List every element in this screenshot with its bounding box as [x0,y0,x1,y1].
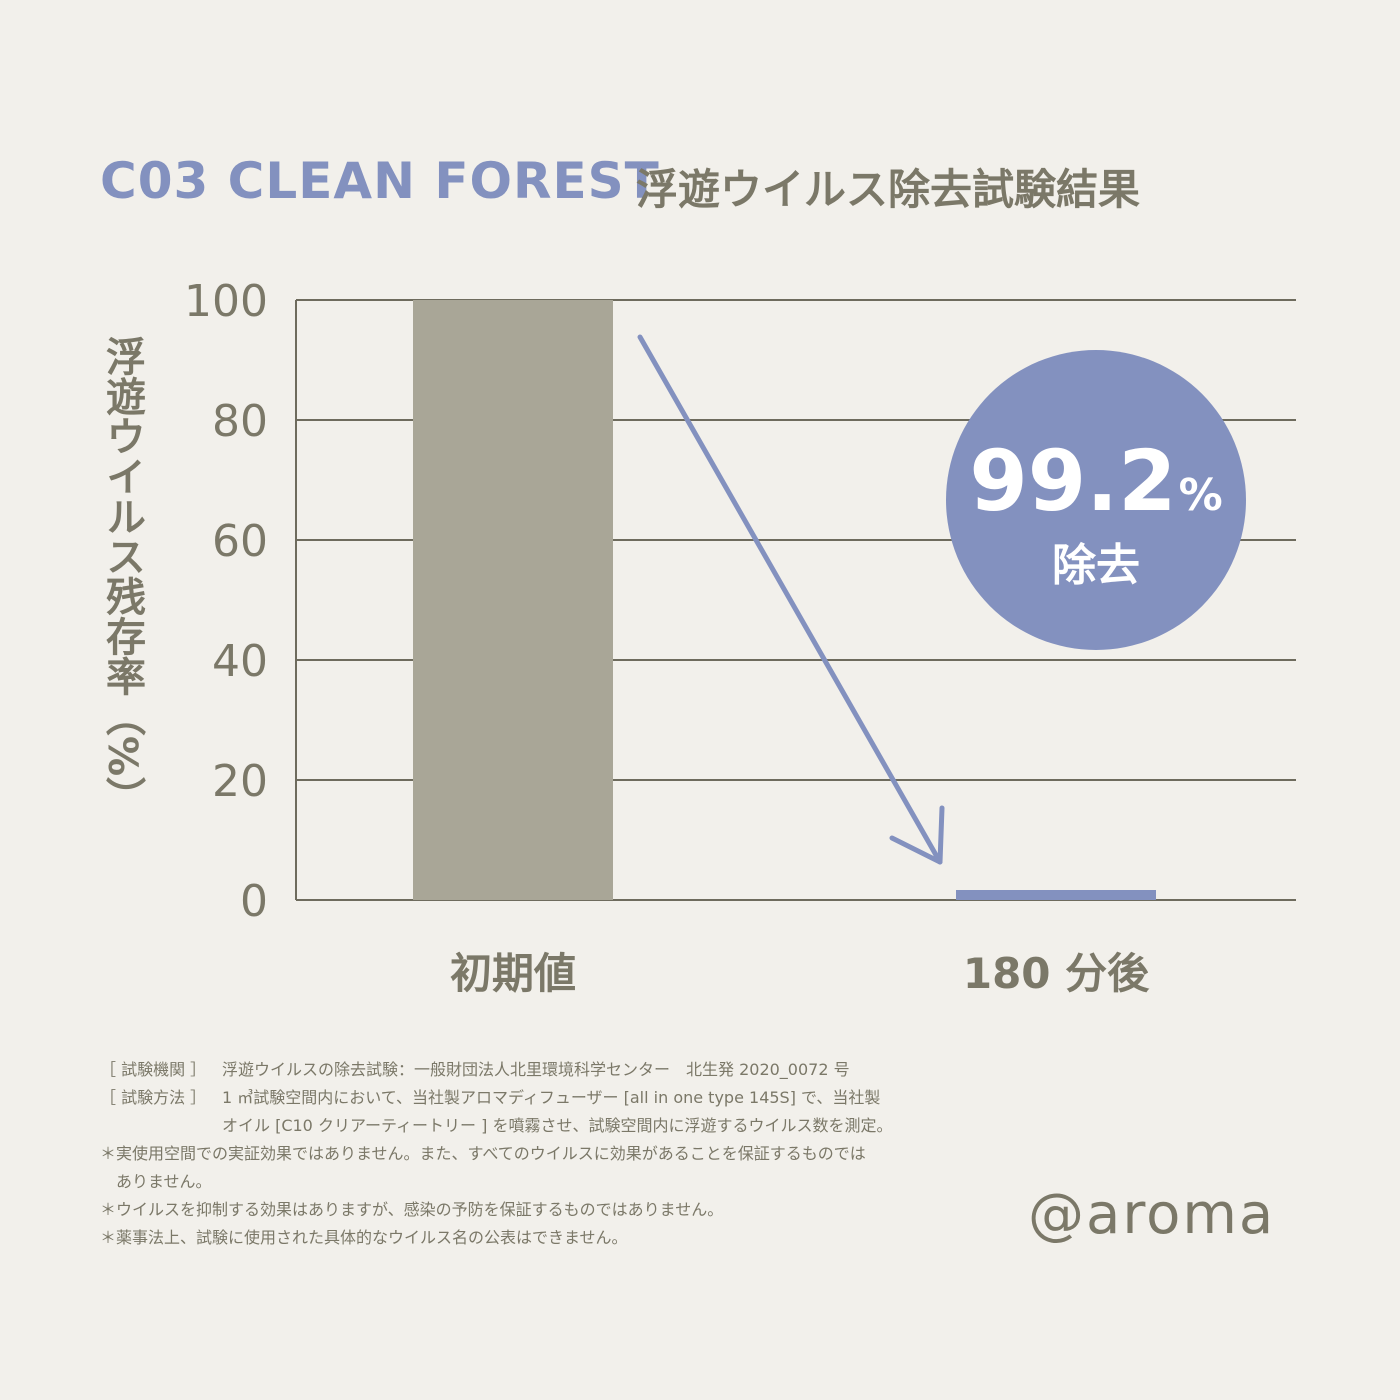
footnotes: ［ 試験機関 ］ 浮遊ウイルスの除去試験：一般財団法人北里環境科学センター 北生発… [100,1056,892,1252]
y-tick-label: 80 [212,396,268,447]
reduction-badge [946,350,1246,650]
trend-arrow-shaft [637,334,943,865]
reduction-label: 除去 [1052,540,1140,591]
x-tick-label: 180 分後 [963,949,1150,998]
brand-logo: @aroma [1028,1182,1276,1247]
note-row: ［ 試験方法 ］ 1 ㎥試験空間内において、当社製アロマディフューザー [all … [100,1088,881,1107]
note-row: ［ 試験機関 ］ 浮遊ウイルスの除去試験：一般財団法人北里環境科学センター 北生発… [100,1060,850,1079]
y-tick-label: 40 [212,636,268,687]
note-row: オイル [C10 クリアーティートリー ] を噴霧させ、試験空間内に浮遊するウイ… [222,1116,893,1135]
reduction-value: 99.2% [969,432,1222,530]
bar [956,890,1156,900]
x-tick-label: 初期値 [450,949,576,998]
note-row: ＊実使用空間での実証効果ではありません。また、すべてのウイルスに効果があることを… [100,1144,866,1163]
bar [413,300,613,900]
note-row: ＊ウイルスを抑制する効果はありますが、感染の予防を保証するものではありません。 [100,1200,724,1219]
y-tick-label: 100 [184,276,268,327]
y-axis-label: 浮遊ウイルス残存率（%） [99,336,145,817]
note-row: ありません。 [116,1172,212,1191]
page-title: 浮遊ウイルス除去試験結果 [636,165,1141,214]
note-row: ＊薬事法上、試験に使用された具体的なウイルス名の公表はできません。 [100,1228,628,1247]
y-tick-label: 60 [212,516,268,567]
trend-arrow-head [889,805,945,865]
y-tick-label: 20 [212,756,268,807]
y-tick-label: 0 [240,876,268,927]
product-name: C03 CLEAN FOREST [100,152,660,210]
bar-chart: 0 20 40 60 80 100 初期値 180 分後 99.2% 除去 [184,276,1296,998]
